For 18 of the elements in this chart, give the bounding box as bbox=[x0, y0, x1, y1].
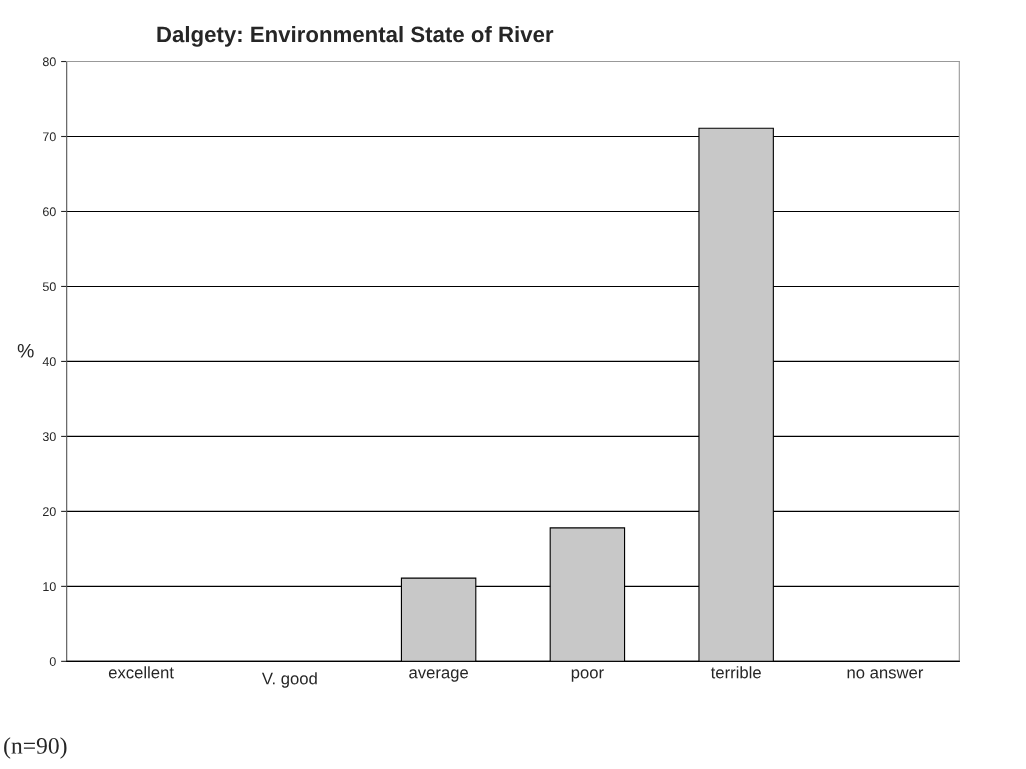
y-tick-label: 20 bbox=[43, 507, 56, 517]
x-tick-label: excellent bbox=[108, 666, 174, 679]
y-tick-label: 10 bbox=[43, 582, 56, 592]
y-axis-title: % bbox=[17, 343, 34, 358]
y-tick-label: 30 bbox=[42, 432, 56, 442]
y-tick-label: 80 bbox=[42, 57, 56, 67]
y-tick-label: 50 bbox=[42, 282, 56, 292]
y-tick-label: 70 bbox=[43, 132, 56, 142]
x-tick-label: no answer bbox=[847, 669, 924, 679]
chart-title: Dalgety: Environmental State of River bbox=[157, 25, 554, 47]
y-tick-label: 0 bbox=[49, 657, 56, 666]
x-tick-label: poor bbox=[571, 669, 604, 682]
x-tick-label: terrible bbox=[710, 666, 761, 679]
text: (n=90) bbox=[4, 737, 67, 759]
x-tick-label: average bbox=[409, 669, 468, 682]
y-tick-label: 40 bbox=[42, 357, 56, 367]
x-tick-label: V. good bbox=[261, 672, 317, 688]
y-tick-label: 60 bbox=[43, 207, 56, 217]
